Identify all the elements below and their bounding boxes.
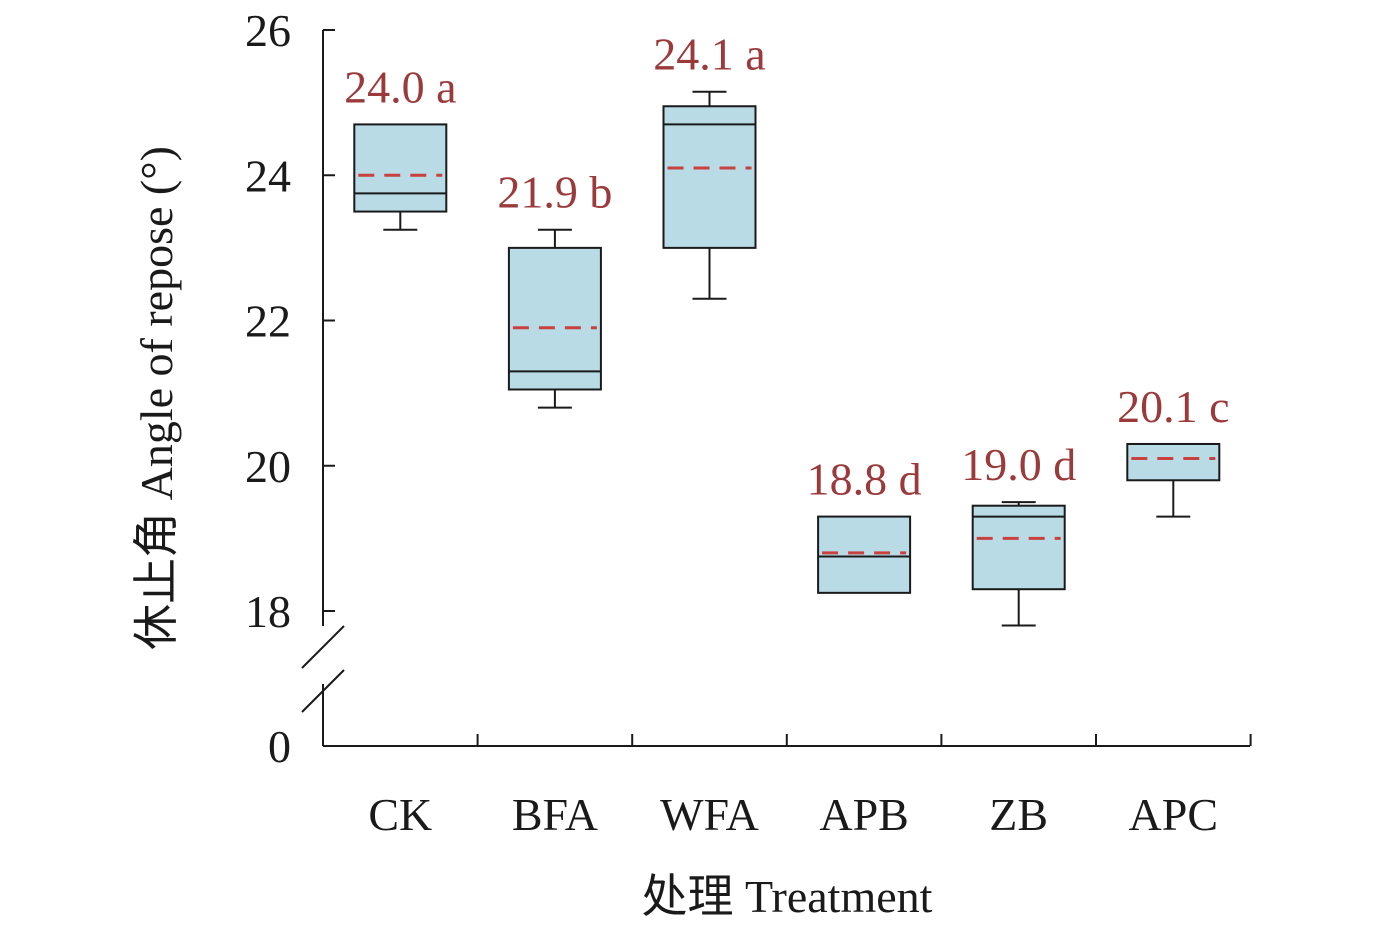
mean-label: 21.9 b bbox=[497, 167, 612, 218]
x-tick-label: CK bbox=[368, 789, 432, 840]
y-tick-label: 20 bbox=[245, 441, 291, 492]
y-tick-label: 24 bbox=[245, 150, 291, 201]
box-bfa bbox=[507, 246, 602, 391]
mean-label: 18.8 d bbox=[807, 454, 922, 505]
axes: 18 20 22 24 26 0 CK BFA WFA APB ZB APC bbox=[245, 5, 1252, 840]
boxes-group bbox=[353, 90, 1221, 627]
box-apb bbox=[817, 515, 912, 594]
x-tick-label: BFA bbox=[512, 789, 598, 840]
mean-label: 24.1 a bbox=[653, 29, 765, 80]
y-axis-break-mark bbox=[301, 625, 345, 669]
y-tick-label: 18 bbox=[245, 586, 291, 637]
mean-label: 20.1 c bbox=[1117, 381, 1229, 432]
labels-group: 24.0 a 21.9 b 24.1 a 18.8 d 19.0 d 20.1 c bbox=[344, 29, 1229, 505]
mean-label: 19.0 d bbox=[961, 439, 1076, 490]
y-tick-label: 22 bbox=[245, 296, 291, 347]
x-tick-label: APC bbox=[1129, 789, 1218, 840]
box-zb bbox=[971, 504, 1066, 591]
y-axis-title: 休止角 Angle of repose (°) bbox=[131, 146, 182, 650]
mean-label: 24.0 a bbox=[344, 61, 456, 112]
box-apc bbox=[1126, 442, 1221, 482]
x-tick-label: APB bbox=[819, 789, 908, 840]
box-ck bbox=[353, 123, 448, 213]
x-axis-title: 处理 Treatment bbox=[642, 871, 933, 922]
y-axis-break-mark bbox=[301, 669, 345, 713]
y-tick-label: 26 bbox=[245, 5, 291, 56]
x-tick-label: WFA bbox=[660, 789, 759, 840]
x-tick-label: ZB bbox=[989, 789, 1048, 840]
y-tick-label: 0 bbox=[268, 721, 291, 772]
box-wfa bbox=[662, 105, 757, 249]
